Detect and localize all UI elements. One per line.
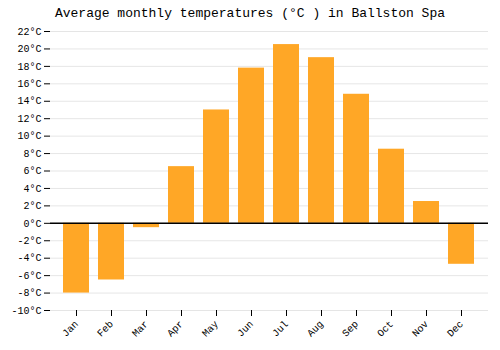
svg-text:-10°C: -10°C (11, 306, 41, 317)
svg-text:-4°C: -4°C (17, 253, 41, 264)
svg-text:0°C: 0°C (23, 219, 41, 230)
svg-text:Oct: Oct (375, 319, 396, 340)
svg-text:6°C: 6°C (23, 166, 41, 177)
svg-text:14°C: 14°C (17, 96, 41, 107)
svg-text:Mar: Mar (130, 319, 151, 340)
svg-text:Aug: Aug (305, 319, 326, 340)
svg-text:May: May (200, 319, 221, 340)
svg-text:8°C: 8°C (23, 149, 41, 160)
svg-text:Jan: Jan (60, 319, 81, 340)
svg-text:Jun: Jun (235, 319, 256, 340)
svg-text:Feb: Feb (95, 319, 116, 340)
svg-text:Apr: Apr (165, 319, 186, 340)
svg-text:Sep: Sep (340, 319, 361, 340)
svg-text:16°C: 16°C (17, 79, 41, 90)
svg-text:Jul: Jul (270, 319, 291, 340)
svg-text:-8°C: -8°C (17, 288, 41, 299)
svg-text:-6°C: -6°C (17, 271, 41, 282)
svg-text:22°C: 22°C (17, 27, 41, 38)
svg-text:2°C: 2°C (23, 201, 41, 212)
svg-text:12°C: 12°C (17, 114, 41, 125)
html-text:Average monthly temperatures (: Average monthly temperatures (°C ) in Ba… (55, 6, 445, 21)
svg-text:4°C: 4°C (23, 184, 41, 195)
svg-text:Dec: Dec (445, 319, 466, 340)
svg-text:20°C: 20°C (17, 44, 41, 55)
svg-text:-2°C: -2°C (17, 236, 41, 247)
svg-text:18°C: 18°C (17, 62, 41, 73)
svg-text:Nov: Nov (410, 319, 431, 340)
svg-text:10°C: 10°C (17, 131, 41, 142)
